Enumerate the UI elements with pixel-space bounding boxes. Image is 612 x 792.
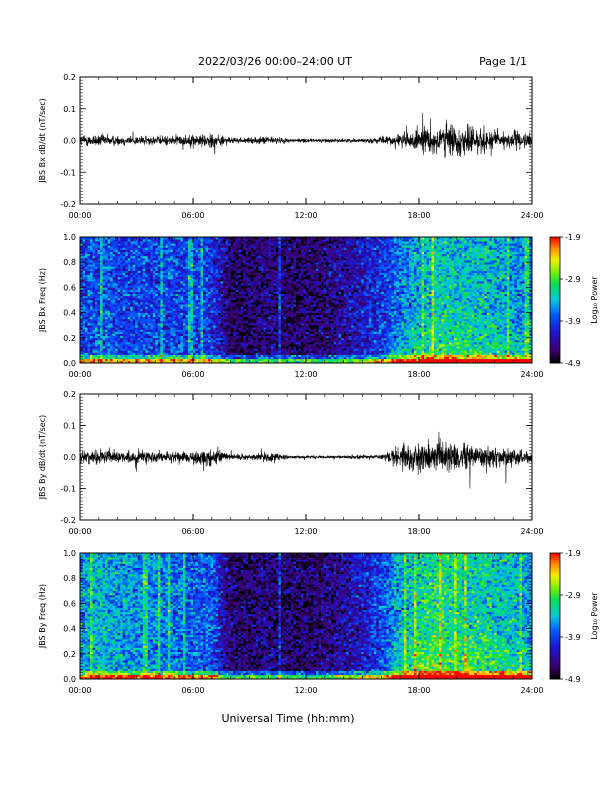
y-axis-label: JBS Bx Freq (Hz) xyxy=(38,268,47,333)
colorbar-tick-label: -2.9 xyxy=(565,591,581,600)
colorbar-tick-label: -2.9 xyxy=(565,275,581,284)
y-tick-label: 0.2 xyxy=(63,650,76,659)
x-tick-label: 12:00 xyxy=(294,211,317,220)
signal-trace-1 xyxy=(80,113,532,158)
y-tick-label: 0.8 xyxy=(63,574,76,583)
x-tick-label: 18:00 xyxy=(407,211,430,220)
y-tick-label: 0.1 xyxy=(63,422,76,431)
panels-group: -0.2 -0.1 0.0 0.1 0.2 00:00 06:00 12:00 18:00 24:… xyxy=(38,73,599,695)
colorbar-tick-label: -4.9 xyxy=(565,359,581,368)
x-axis: 00:00 06:00 12:00 18:00 24:00 xyxy=(68,77,543,220)
x-tick-label: 06:00 xyxy=(181,211,204,220)
x-tick-label: 18:00 xyxy=(407,686,430,695)
x-tick-label: 18:00 xyxy=(407,527,430,536)
y-axis-label: JBS Bx dB/dt (nT/sec) xyxy=(38,98,47,184)
y-tick-label: -0.1 xyxy=(60,168,76,177)
x-tick-label: 12:00 xyxy=(294,370,317,379)
x-tick-label: 00:00 xyxy=(68,527,91,536)
colorbar-tick-label: -4.9 xyxy=(565,675,581,684)
x-tick-label: 24:00 xyxy=(520,370,543,379)
y-axis-label: JBS By dB/dt (nT/sec) xyxy=(38,415,47,501)
x-tick-label: 24:00 xyxy=(520,211,543,220)
x-tick-label: 18:00 xyxy=(407,370,430,379)
y-tick-label: 0.4 xyxy=(63,309,76,318)
colorbar-tick-label: -3.9 xyxy=(565,633,581,642)
page-indicator: Page 1/1 xyxy=(479,55,527,68)
y-tick-label: -0.2 xyxy=(60,200,76,209)
y-tick-label: 0.0 xyxy=(63,359,76,368)
x-tick-label: 06:00 xyxy=(181,686,204,695)
y-tick-label: 0.1 xyxy=(63,105,76,114)
x-tick-label: 00:00 xyxy=(68,370,91,379)
y-tick-label: 0.8 xyxy=(63,258,76,267)
y-tick-label: 0.2 xyxy=(63,73,76,82)
x-tick-label: 24:00 xyxy=(520,686,543,695)
colorbar-tick-label: -1.9 xyxy=(565,233,581,242)
x-tick-label: 06:00 xyxy=(181,527,204,536)
x-tick-label: 24:00 xyxy=(520,527,543,536)
panel-4: -1.9 -2.9 -3.9 -4.9 Log₁₀ Power 0.0 0.2 0.4 0.6 0… xyxy=(38,549,599,695)
signal-trace-3 xyxy=(80,432,532,489)
x-axis-title: Universal Time (hh:mm) xyxy=(222,712,355,725)
y-tick-label: 1.0 xyxy=(63,233,76,242)
y-tick-label: 0.0 xyxy=(63,137,76,146)
x-tick-label: 06:00 xyxy=(181,370,204,379)
x-tick-label: 00:00 xyxy=(68,211,91,220)
spectrogram-4 xyxy=(80,553,532,679)
y-tick-label: 0.6 xyxy=(63,283,76,292)
y-tick-label: -0.1 xyxy=(60,485,76,494)
y-tick-label: 0.2 xyxy=(63,334,76,343)
y-tick-label: 0.0 xyxy=(63,453,76,462)
panel-2: -1.9 -2.9 -3.9 -4.9 Log₁₀ Power 0.0 0.2 0.4 0.6 0… xyxy=(38,233,599,379)
colorbar-2: -1.9 -2.9 -3.9 -4.9 Log₁₀ Power xyxy=(550,233,599,368)
y-tick-label: 0.4 xyxy=(63,625,76,634)
colorbar-tick-label: -1.9 xyxy=(565,549,581,558)
y-tick-label: 0.2 xyxy=(63,390,76,399)
colorbar-label: Log₁₀ Power xyxy=(590,276,599,324)
x-tick-label: 12:00 xyxy=(294,686,317,695)
colorbar-tick-label: -3.9 xyxy=(565,317,581,326)
y-tick-label: 0.0 xyxy=(63,675,76,684)
colorbar-4: -1.9 -2.9 -3.9 -4.9 Log₁₀ Power xyxy=(550,549,599,684)
y-tick-label: 1.0 xyxy=(63,549,76,558)
panel-1: -0.2 -0.1 0.0 0.1 0.2 00:00 06:00 12:00 18:00 24:… xyxy=(38,73,544,220)
panel-3: -0.2 -0.1 0.0 0.1 0.2 00:00 06:00 12:00 18:00 24:… xyxy=(38,390,544,536)
x-tick-label: 00:00 xyxy=(68,686,91,695)
x-tick-label: 12:00 xyxy=(294,527,317,536)
y-tick-label: 0.6 xyxy=(63,599,76,608)
spectrogram-2 xyxy=(80,237,532,363)
y-axis-label: JBS By Freq (Hz) xyxy=(38,584,47,649)
x-axis: 00:00 06:00 12:00 18:00 24:00 xyxy=(68,394,543,536)
colorbar-label: Log₁₀ Power xyxy=(590,592,599,640)
y-tick-label: -0.2 xyxy=(60,516,76,525)
date-range-title: 2022/03/26 00:00–24:00 UT xyxy=(198,55,352,68)
